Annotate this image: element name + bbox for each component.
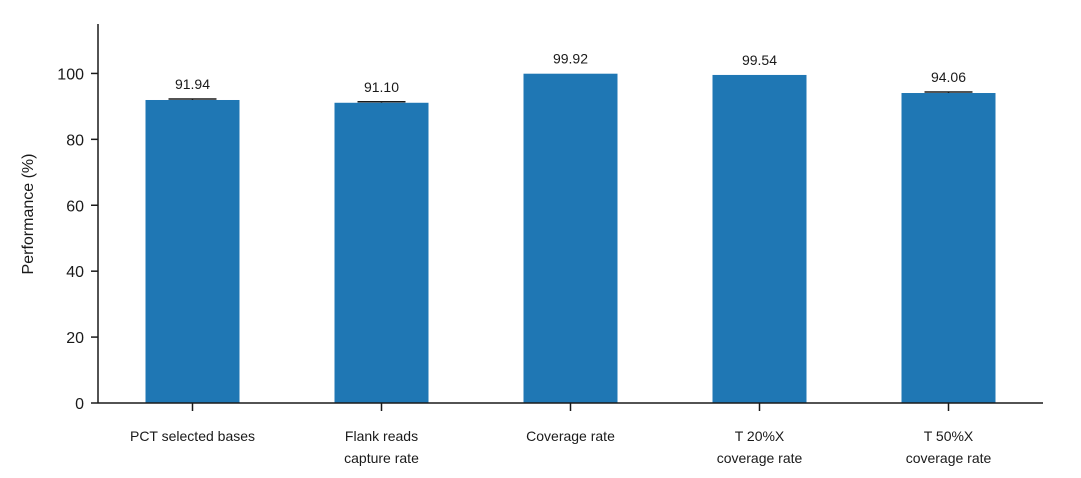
y-axis: 0 20 40 60 80 100 bbox=[57, 24, 99, 413]
bar bbox=[334, 102, 429, 404]
y-tick-label: 80 bbox=[66, 132, 84, 149]
y-axis-title: Performance (%) bbox=[20, 154, 37, 275]
bar bbox=[145, 99, 240, 403]
data-label: 91.94 bbox=[175, 76, 210, 92]
y-tick-label: 60 bbox=[66, 198, 84, 215]
x-tick-label: T 50%X coverage rate bbox=[906, 428, 992, 466]
y-tick-label: 0 bbox=[75, 396, 84, 413]
y-tick-label: 20 bbox=[66, 330, 84, 347]
y-tick-label: 40 bbox=[66, 264, 84, 281]
bars: 91.94 91.10 99.92 99.54 94.06 bbox=[145, 51, 996, 404]
bar bbox=[901, 93, 996, 403]
y-tick-label: 100 bbox=[57, 66, 84, 83]
bar bbox=[712, 74, 807, 404]
x-tick-label: PCT selected bases bbox=[130, 428, 255, 444]
data-label: 99.92 bbox=[553, 51, 588, 67]
x-tick-label: Flank reads capture rate bbox=[344, 428, 419, 466]
bar bbox=[523, 73, 618, 404]
data-label: 91.10 bbox=[364, 79, 399, 95]
x-tick-label: T 20%X coverage rate bbox=[717, 428, 803, 466]
x-tick-label: Coverage rate bbox=[526, 428, 615, 444]
data-label: 99.54 bbox=[742, 52, 777, 68]
data-label: 94.06 bbox=[931, 69, 966, 85]
x-axis: PCT selected bases Flank reads capture rat… bbox=[98, 402, 1043, 466]
